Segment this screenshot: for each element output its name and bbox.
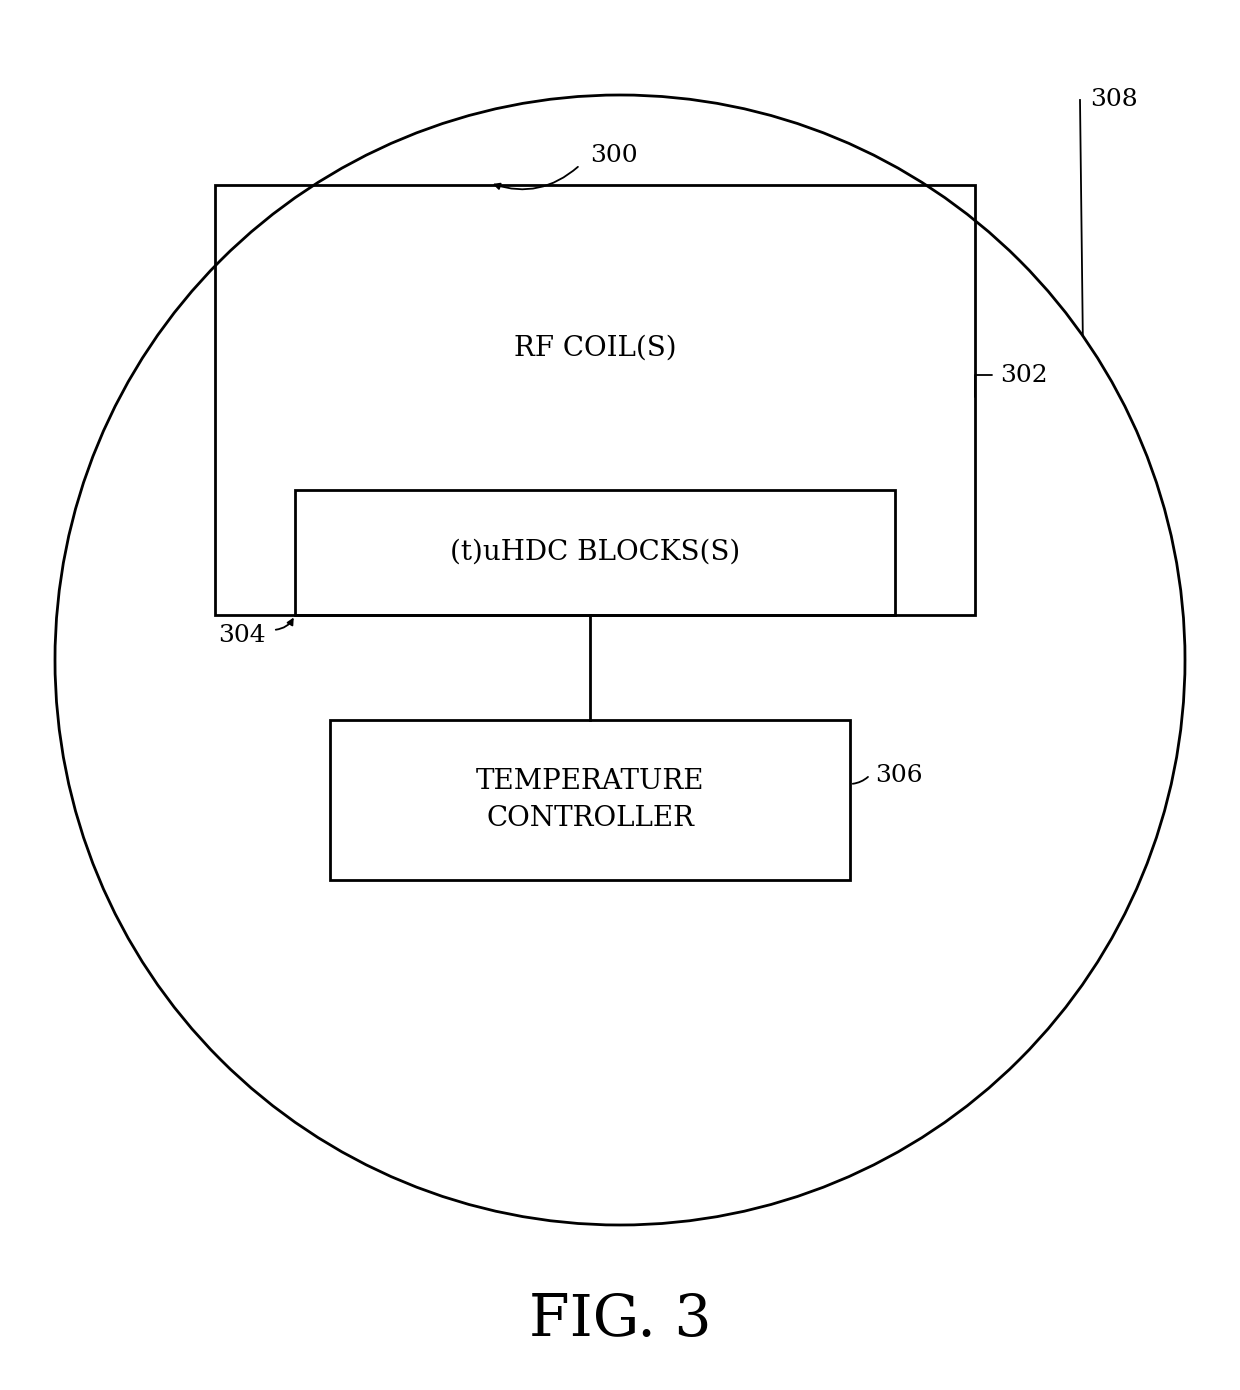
Text: 300: 300	[590, 143, 637, 167]
Text: 302: 302	[999, 364, 1048, 386]
Text: 304: 304	[218, 624, 265, 646]
Text: 308: 308	[1090, 89, 1137, 111]
Text: 306: 306	[875, 763, 923, 787]
Text: FIG. 3: FIG. 3	[528, 1291, 712, 1348]
Text: TEMPERATURE
CONTROLLER: TEMPERATURE CONTROLLER	[476, 767, 704, 833]
Text: (t)uHDC BLOCKS(S): (t)uHDC BLOCKS(S)	[450, 539, 740, 566]
Bar	[215, 185, 975, 614]
Bar	[330, 720, 849, 880]
Text: RF COIL(S): RF COIL(S)	[513, 335, 676, 361]
Bar	[295, 491, 895, 614]
